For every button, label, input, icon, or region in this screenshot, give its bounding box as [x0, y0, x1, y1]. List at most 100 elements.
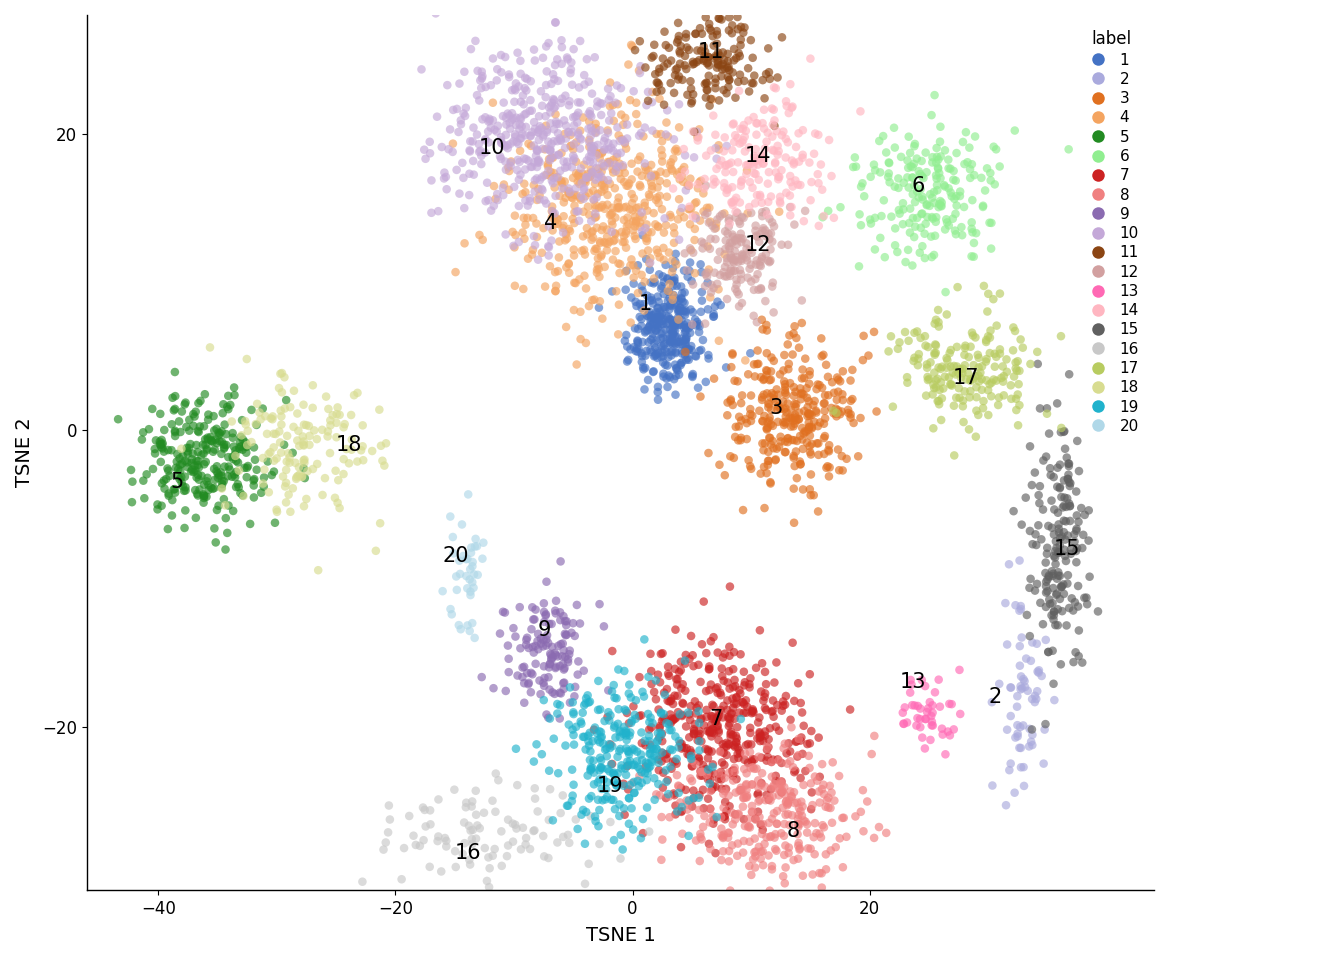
Point	[714, 176, 735, 191]
Point	[759, 211, 781, 227]
Point	[699, 290, 720, 305]
Point	[792, 123, 813, 138]
Point	[926, 178, 948, 193]
Point	[656, 317, 677, 332]
Point	[414, 803, 435, 818]
Point	[796, 424, 817, 440]
Point	[157, 463, 179, 478]
Point	[965, 379, 986, 395]
Point	[211, 481, 233, 496]
Point	[552, 676, 574, 691]
Point	[622, 699, 644, 714]
Point	[1071, 500, 1093, 516]
Point	[907, 351, 929, 367]
Point	[555, 649, 577, 664]
Point	[696, 56, 718, 71]
Point	[333, 467, 355, 482]
Point	[921, 108, 942, 123]
Point	[542, 199, 563, 214]
Point	[801, 420, 823, 436]
Point	[661, 161, 683, 177]
Point	[660, 691, 681, 707]
Point	[761, 755, 782, 770]
Point	[634, 382, 656, 397]
Point	[306, 456, 328, 471]
Point	[636, 252, 657, 267]
Point	[637, 323, 659, 338]
Point	[812, 209, 833, 225]
Point	[650, 754, 672, 769]
Point	[566, 597, 587, 612]
Point	[694, 801, 715, 816]
Point	[954, 340, 976, 355]
Point	[762, 129, 784, 144]
Point	[570, 131, 591, 146]
Point	[667, 2, 688, 17]
Point	[1020, 571, 1042, 587]
Point	[781, 403, 802, 419]
Point	[223, 467, 245, 482]
Point	[812, 781, 833, 797]
Point	[589, 596, 610, 612]
Point	[903, 229, 925, 245]
Point	[948, 380, 969, 396]
Point	[664, 270, 685, 285]
Point	[962, 249, 984, 264]
Point	[446, 162, 468, 178]
Point	[640, 332, 661, 348]
Point	[737, 416, 758, 431]
Point	[609, 797, 630, 812]
Point	[698, 762, 719, 778]
Point	[724, 764, 746, 780]
Point	[567, 127, 589, 142]
Point	[622, 38, 644, 54]
Point	[698, 661, 719, 677]
Point	[671, 312, 692, 327]
Point	[653, 59, 675, 74]
Point	[625, 213, 646, 228]
Point	[577, 768, 598, 783]
Point	[730, 430, 751, 445]
Point	[1012, 681, 1034, 696]
Point	[1019, 523, 1040, 539]
Point	[671, 290, 692, 305]
Point	[491, 47, 512, 62]
Point	[439, 122, 461, 137]
Point	[595, 741, 617, 756]
Point	[646, 300, 668, 316]
Point	[210, 465, 231, 480]
Point	[964, 235, 985, 251]
Point	[899, 684, 921, 700]
Point	[672, 174, 694, 189]
Point	[707, 718, 728, 733]
Point	[653, 311, 675, 326]
Point	[981, 778, 1003, 793]
Point	[958, 390, 980, 405]
Point	[714, 828, 735, 843]
Point	[825, 406, 847, 421]
Point	[667, 167, 688, 182]
Point	[750, 777, 771, 792]
Point	[491, 858, 512, 874]
Point	[532, 632, 554, 647]
Point	[419, 859, 441, 875]
Point	[703, 766, 724, 781]
Point	[665, 291, 687, 306]
Point	[727, 433, 749, 448]
Point	[952, 134, 973, 150]
Point	[496, 110, 517, 126]
Point	[657, 129, 679, 144]
Point	[461, 799, 482, 814]
Point	[688, 715, 710, 731]
Point	[624, 209, 645, 225]
Point	[945, 173, 966, 188]
Point	[1050, 424, 1071, 440]
Point	[684, 716, 706, 732]
Point	[500, 158, 521, 174]
Point	[735, 782, 757, 798]
Point	[915, 338, 937, 353]
Point	[1008, 397, 1030, 413]
Point	[544, 660, 566, 676]
Point	[927, 302, 949, 318]
Point	[562, 722, 583, 737]
